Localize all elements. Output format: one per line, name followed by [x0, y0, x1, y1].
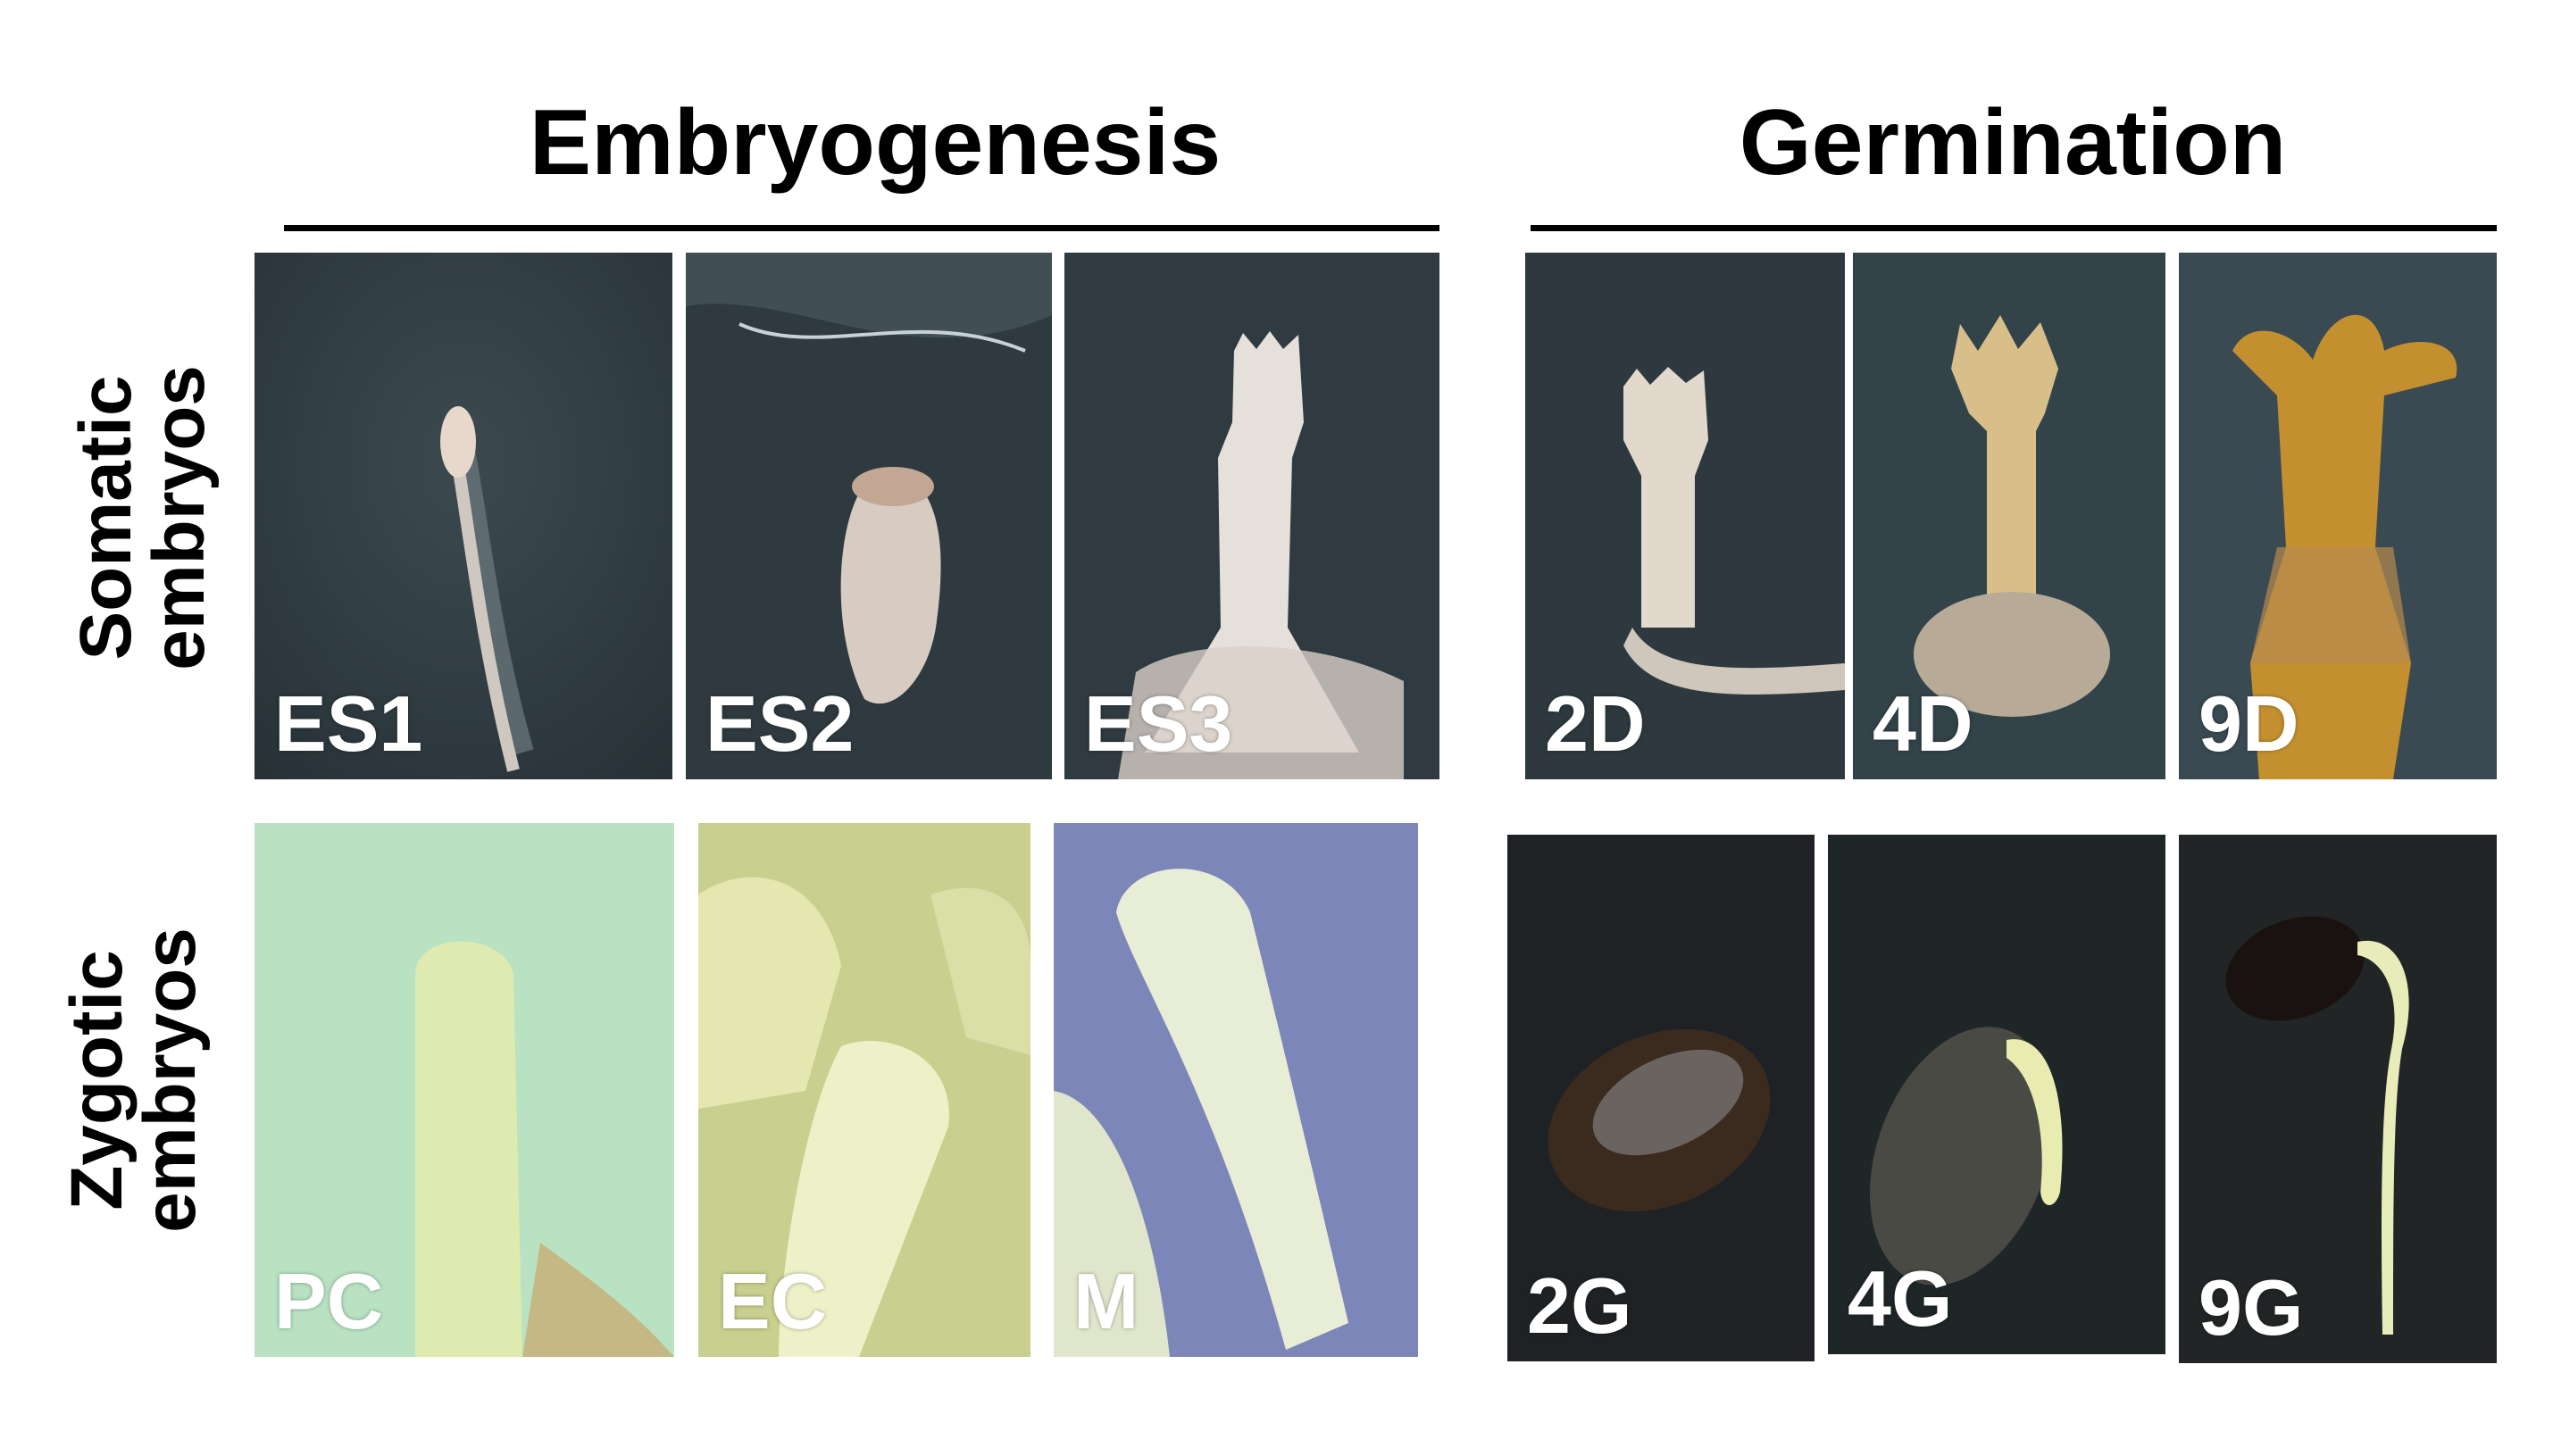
somatic-embryos-label: Somatic embryos: [65, 365, 220, 670]
photo-es2: ES2: [686, 253, 1052, 779]
zygotic-embryos-label: Zygotic embryos: [56, 928, 211, 1233]
panel-label-m: M: [1073, 1257, 1139, 1345]
photo-2g: 2G: [1507, 835, 1815, 1361]
photo-4d: 4D: [1853, 253, 2165, 779]
germination-title: Germination: [1739, 91, 2287, 195]
panel-label-9d: 9D: [2198, 679, 2299, 768]
embryogenesis-rule: [284, 225, 1439, 231]
panel-label-2g: 2G: [1527, 1261, 1632, 1350]
panel-label-es1: ES1: [274, 679, 423, 768]
somatic-label-line1: Somatic: [65, 375, 146, 661]
panel-label-ec: EC: [718, 1257, 828, 1345]
photo-m: M: [1054, 823, 1418, 1357]
photo-9g: 9G: [2179, 835, 2497, 1363]
panel-label-es3: ES3: [1084, 679, 1233, 768]
photo-pc: PC: [254, 823, 674, 1357]
panel-label-4d: 4D: [1873, 679, 1973, 768]
panel-label-4g: 4G: [1848, 1254, 1953, 1343]
panel-label-9g: 9G: [2198, 1263, 2304, 1352]
germination-rule: [1531, 225, 2497, 231]
panel-label-2d: 2D: [1545, 679, 1646, 768]
photo-4g: 4G: [1828, 835, 2165, 1354]
photo-ec: EC: [698, 823, 1030, 1357]
embryogenesis-title: Embryogenesis: [529, 91, 1222, 195]
photo-es1: ES1: [254, 253, 672, 779]
somatic-label-line2: embryos: [138, 365, 220, 670]
panel-label-es2: ES2: [705, 679, 855, 768]
photo-es3: ES3: [1064, 253, 1439, 779]
panel-label-pc: PC: [274, 1257, 384, 1345]
zygotic-label-line2: embryos: [129, 928, 211, 1233]
photo-2d: 2D: [1525, 253, 1845, 779]
zygotic-label-line1: Zygotic: [56, 950, 138, 1211]
photo-9d: 9D: [2179, 253, 2497, 779]
